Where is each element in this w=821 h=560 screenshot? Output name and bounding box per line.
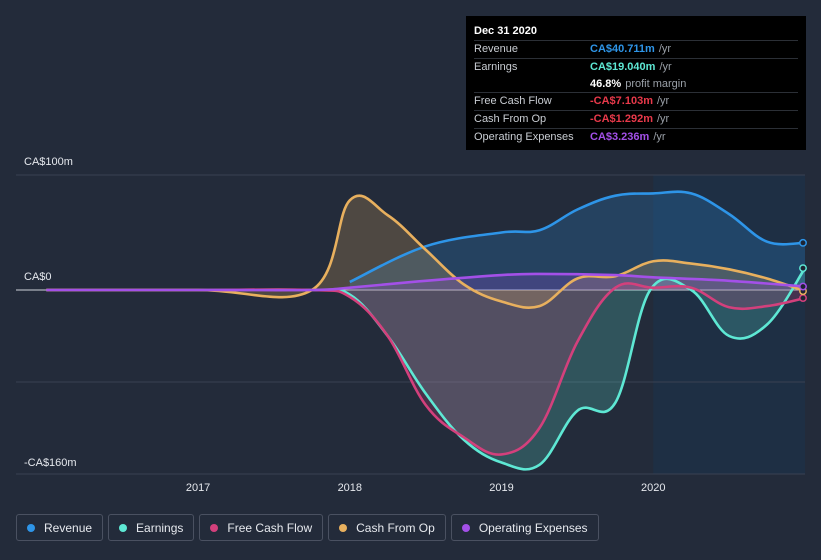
tooltip-row-label: Free Cash Flow [474,95,552,108]
chart-legend: Revenue Earnings Free Cash Flow Cash From O… [16,514,599,541]
cash-from-op-area [46,195,806,308]
x-tick-label: 2020 [641,482,665,494]
legend-label: Cash From Op [356,520,435,535]
tooltip-row-label: Revenue [474,43,519,55]
tooltip-row-label: Cash From Op [474,113,547,126]
tooltip-rows: Revenue CA$40.711m/yr Earnings CA$19.040m/y… [474,40,798,146]
y-tick-label: CA$100m [24,156,73,168]
legend-label: Revenue [44,520,93,535]
tooltip-row-value: 46.8% [590,77,622,90]
tooltip-row: Revenue CA$40.711m/yr [474,40,798,58]
legend-item-revenue[interactable]: Revenue [16,514,104,541]
legend-dot-icon [210,523,219,532]
tooltip-row-value: CA$3.236m [590,130,650,143]
legend-dot-icon [27,523,35,532]
tooltip-row-value: -CA$7.103m [590,95,653,108]
tooltip-row-unit: profit margin [625,77,687,90]
x-axis-labels: 2017 2018 2019 2020 [186,482,666,494]
data-tooltip: Dec 31 2020 Revenue CA$40.711m/yr Earnings… [466,16,806,150]
revenue-line [349,190,806,284]
tooltip-row-unit: /yr [656,113,670,126]
legend-label: Earnings [136,520,184,535]
tooltip-row: Earnings CA$19.040m/yr [474,57,798,76]
earnings-endpoint [799,264,807,273]
series-lines [46,190,807,471]
revenue-endpoint [799,238,807,247]
tooltip-row-value: -CA$1.292m [590,113,653,126]
y-tick-label: CA$0 [24,271,52,283]
series-endpoints [799,238,807,302]
tooltip-row: Operating Expenses CA$3.236m/yr [474,127,798,146]
tooltip-row-unit: /yr [659,60,672,73]
x-tick-label: 2017 [186,482,210,494]
tooltip-row-value: CA$19.040m [590,60,656,73]
tooltip-row: 46.8% profit margin [474,76,798,93]
tooltip-row-unit: /yr [653,130,666,143]
free-cash-flow-area [46,283,806,455]
legend-item-cash-from-op[interactable]: Cash From Op [328,514,446,541]
future-period-band [653,175,805,474]
tooltip-row-value: CA$40.711m [590,43,655,55]
legend-label: Free Cash Flow [227,520,313,535]
tooltip-row-label [474,76,590,93]
earnings-area [46,268,806,470]
legend-item-free-cash-flow[interactable]: Free Cash Flow [199,514,324,541]
operating-expenses-line [46,272,806,292]
legend-label: Operating Expenses [478,520,588,535]
operating-expenses-endpoint [799,282,807,291]
tooltip-row-label: Earnings [474,60,518,73]
tooltip-row-label: Operating Expenses [474,130,574,143]
x-tick-label: 2019 [489,482,513,494]
legend-item-operating-expenses[interactable]: Operating Expenses [450,514,599,541]
y-axis-labels: CA$100m CA$0 -CA$160m [24,156,77,469]
tooltip-row-unit: /yr [656,95,670,108]
x-tick-label: 2018 [338,482,362,494]
revenue-area [349,191,805,290]
tooltip-row: Free Cash Flow -CA$7.103m/yr [474,92,798,110]
tooltip-row-unit: /yr [658,43,672,55]
tooltip-date: Dec 31 2020 [474,25,537,37]
cash-from-op-line [46,194,806,309]
tooltip-row: Cash From Op -CA$1.292m/yr [474,110,798,128]
y-tick-label: -CA$160m [24,457,77,469]
free-cash-flow-endpoint [799,294,807,302]
legend-dot-icon [339,523,348,532]
legend-item-earnings[interactable]: Earnings [108,514,195,541]
legend-dot-icon [461,523,470,532]
legend-dot-icon [119,523,128,532]
